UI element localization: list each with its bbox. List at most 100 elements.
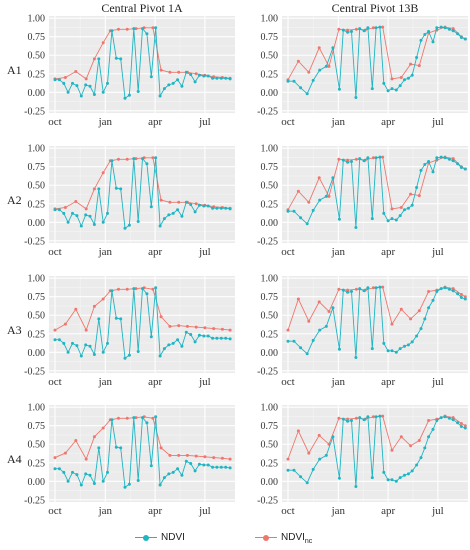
- data-point-ndvi-a1-c1: [110, 29, 114, 33]
- y-tick-label-a3-c1: 0.00: [28, 348, 46, 359]
- data-point-ndvinc-a4-c2: [307, 451, 311, 455]
- x-tick-label-a2-c1: oct: [48, 246, 61, 258]
- data-point-ndvi-a4-c1: [193, 469, 197, 473]
- data-point-ndvi-a3-c2: [459, 296, 463, 299]
- data-point-ndvinc-a4-c1: [151, 416, 155, 420]
- data-point-ndvi-a3-c2: [366, 286, 370, 290]
- data-point-ndvi-a4-c2: [341, 417, 345, 421]
- data-point-ndvi-a2-c1: [123, 226, 127, 230]
- y-tick-label-a2-c1: 0.75: [28, 162, 46, 173]
- legend-dot-ndvinc: [263, 535, 269, 541]
- y-tick-label-a3-c2: 1.00: [261, 274, 279, 285]
- data-point-ndvi-a3-c2: [299, 346, 303, 350]
- data-point-ndvinc-a4-c2: [296, 429, 300, 433]
- data-point-ndvi-a4-c2: [346, 419, 350, 423]
- data-point-ndvinc-a4-c1: [203, 455, 207, 459]
- data-point-ndvinc-a2-c2: [317, 176, 321, 180]
- data-point-ndvi-a3-c1: [110, 289, 114, 293]
- data-point-ndvi-a1-c2: [370, 87, 374, 91]
- data-point-ndvi-a1-c1: [97, 57, 101, 61]
- data-point-ndvinc-a3-c2: [459, 293, 463, 296]
- y-tick-label-a2-c1: -0.25: [24, 236, 45, 247]
- data-point-ndvi-a2-c1: [132, 157, 136, 161]
- data-point-ndvi-a1-c1: [224, 76, 228, 80]
- data-point-ndvi-a1-c2: [451, 29, 455, 33]
- y-tick-label-a3-c1: 1.00: [28, 274, 46, 285]
- data-point-ndvi-a4-c2: [370, 476, 374, 480]
- x-tick-label-a2-c2: oct: [281, 246, 294, 258]
- data-point-ndvi-a2-c1: [228, 207, 232, 211]
- data-point-ndvinc-a3-c2: [427, 290, 431, 293]
- x-tick-label-a3-c1: jan: [98, 376, 113, 388]
- data-point-ndvi-a1-c1: [101, 90, 105, 94]
- data-point-ndvi-a1-c1: [66, 90, 70, 94]
- data-point-ndvi-a1-c1: [106, 81, 109, 85]
- data-point-ndvinc-a3-c2: [317, 300, 321, 304]
- data-point-ndvi-a1-c2: [299, 86, 303, 90]
- x-tick-label-a1-c2: apr: [381, 116, 395, 128]
- data-point-ndvi-a4-c1: [176, 467, 180, 471]
- data-point-ndvi-a2-c2: [451, 159, 455, 163]
- data-point-ndvi-a4-c2: [311, 467, 315, 471]
- data-point-ndvi-a3-c2: [341, 288, 345, 292]
- data-point-ndvi-a1-c1: [149, 75, 153, 79]
- data-point-ndvi-a4-c1: [162, 476, 166, 480]
- data-point-ndvi-a2-c1: [75, 214, 79, 218]
- data-point-ndvi-a1-c2: [378, 25, 382, 29]
- chart-legend: NDVI NDVInc: [0, 526, 470, 550]
- data-point-ndvi-a2-c2: [415, 186, 419, 189]
- y-tick-label-a1-c1: 1.00: [28, 14, 46, 25]
- data-point-ndvi-a3-c1: [57, 338, 61, 342]
- data-point-ndvi-a2-c2: [358, 157, 362, 161]
- data-point-ndvi-a2-c1: [193, 210, 197, 214]
- data-point-ndvinc-a3-c2: [381, 285, 385, 289]
- data-point-ndvi-a4-c1: [167, 472, 171, 476]
- data-point-ndvi-a4-c2: [443, 415, 447, 419]
- data-point-ndvi-a3-c2: [331, 306, 335, 310]
- data-point-ndvi-a1-c2: [415, 56, 419, 59]
- data-point-ndvinc-a1-c1: [63, 76, 67, 79]
- data-point-ndvi-a2-c1: [219, 206, 223, 210]
- data-point-ndvi-a4-c2: [350, 419, 353, 422]
- data-point-ndvi-a1-c2: [311, 78, 315, 82]
- data-point-ndvinc-a1-c2: [399, 76, 403, 79]
- data-point-ndvi-a4-c2: [374, 415, 378, 419]
- data-point-ndvi-a2-c2: [386, 219, 390, 223]
- x-tick-label-a3-c2: apr: [381, 376, 395, 388]
- data-point-ndvi-a4-c1: [154, 415, 158, 419]
- x-tick-label-a3-c2: jul: [431, 376, 444, 388]
- data-point-ndvi-a2-c2: [390, 217, 394, 221]
- data-point-ndvinc-a1-c2: [327, 64, 331, 68]
- data-point-ndvinc-a2-c1: [84, 207, 88, 211]
- data-point-ndvinc-a4-c1: [220, 456, 224, 460]
- data-point-ndvi-a1-c1: [119, 57, 123, 61]
- legend-item-ndvi: NDVI: [135, 529, 185, 547]
- y-tick-label-a1-c1: 0.75: [28, 32, 46, 43]
- x-tick-label-a4-c2: jan: [331, 505, 346, 517]
- data-point-ndvi-a2-c1: [101, 220, 105, 224]
- data-point-ndvi-a3-c1: [206, 334, 210, 338]
- data-point-ndvi-a2-c1: [141, 157, 144, 161]
- x-tick-label-a1-c2: oct: [281, 116, 294, 128]
- data-point-ndvi-a4-c2: [382, 470, 386, 474]
- data-point-ndvinc-a2-c2: [399, 206, 403, 209]
- y-tick-label-a2-c2: 0.25: [261, 199, 279, 210]
- data-point-ndvi-a4-c2: [403, 473, 406, 477]
- data-point-ndvi-a3-c1: [154, 286, 158, 290]
- y-tick-label-a4-c2: 0.75: [261, 421, 279, 432]
- y-tick-label-a4-c1: 0.25: [28, 458, 46, 469]
- data-point-ndvinc-a3-c1: [159, 315, 163, 319]
- data-point-ndvinc-a3-c1: [203, 326, 207, 330]
- y-tick-label-a3-c1: -0.25: [24, 366, 45, 377]
- data-point-ndvinc-a2-c1: [117, 157, 120, 161]
- data-point-ndvinc-a4-c1: [159, 446, 163, 450]
- data-point-ndvi-a3-c2: [427, 306, 431, 310]
- data-point-ndvi-a4-c1: [119, 446, 123, 450]
- data-point-ndvi-a2-c1: [197, 203, 201, 207]
- data-point-ndvi-a1-c2: [423, 33, 427, 36]
- data-point-ndvi-a1-c1: [171, 81, 175, 85]
- x-tick-label-a1-c2: jan: [331, 116, 346, 128]
- data-point-ndvi-a3-c1: [171, 341, 175, 345]
- data-point-ndvi-a1-c1: [141, 27, 144, 31]
- data-point-ndvi-a2-c2: [463, 167, 467, 171]
